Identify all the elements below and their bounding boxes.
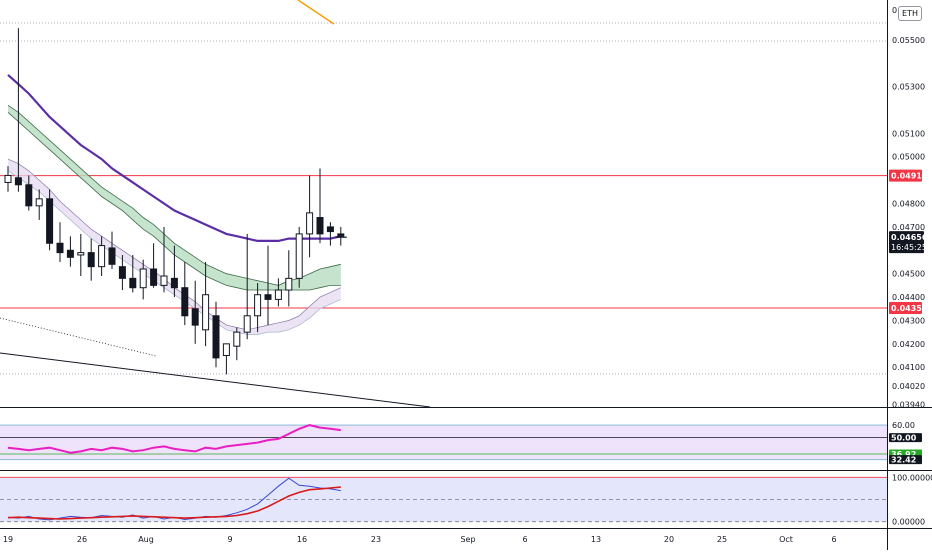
candle-body	[181, 287, 189, 317]
currency-badge[interactable]: ETH	[898, 6, 922, 21]
candle-body	[118, 266, 126, 279]
candle-body	[46, 198, 54, 244]
rsi-tick-label: 60.00	[892, 421, 915, 430]
rsi-line	[7, 424, 341, 454]
resistance-price-tag: 0.04919	[891, 172, 928, 181]
time-tick-label: 19	[3, 535, 13, 544]
candle-body	[254, 294, 262, 317]
support-price-tag: 0.04353	[891, 304, 927, 313]
candle-body	[35, 198, 43, 207]
candle-body	[222, 343, 230, 357]
candle-body	[160, 275, 168, 286]
current-price-tag-bg	[889, 231, 924, 254]
price-tick-label: 0.03940	[892, 401, 925, 410]
price-tick-label: 0.05100	[892, 129, 925, 138]
candle-body	[129, 277, 137, 289]
time-tick-label: 13	[591, 535, 601, 544]
candle-body	[25, 184, 33, 207]
candle-body	[202, 294, 210, 331]
stoch-d-line	[7, 486, 341, 520]
candle-body	[233, 331, 241, 347]
time-tick-label: Oct	[779, 535, 793, 544]
time-tick-label: Sep	[460, 535, 475, 544]
time-tick-label: Aug	[138, 535, 154, 544]
candle-body	[264, 294, 272, 300]
candle-body	[108, 247, 116, 265]
price-tick-label: 0.05000	[892, 153, 925, 162]
moving-average-line	[7, 74, 342, 242]
price-tick-label: 0.05300	[892, 83, 925, 92]
candle-body	[295, 233, 303, 279]
rsi-value-tag-bg	[889, 455, 922, 465]
rsi-value-tag: 36.92	[891, 450, 916, 459]
candle-body	[56, 242, 64, 254]
candle-body	[77, 252, 85, 256]
candle-body	[212, 315, 220, 359]
stoch-tick-label: 100.00000	[892, 473, 932, 482]
price-tick-label: 0.05500	[892, 36, 925, 45]
candle-body	[139, 268, 147, 289]
time-tick-label: 9	[227, 535, 232, 544]
resistance-price-tag-bg	[889, 169, 922, 182]
trendline	[0, 352, 431, 408]
candle-body	[306, 212, 314, 235]
time-tick-label: 16	[297, 535, 307, 544]
rsi-value-tag: 50.00	[891, 434, 917, 443]
current-price-tag: 0.04656	[891, 233, 928, 242]
candle-body	[274, 289, 282, 300]
time-tick-label: 26	[77, 535, 87, 544]
price-tick-label: 0.04800	[892, 200, 925, 209]
candle-body	[316, 217, 324, 235]
candle-body	[4, 174, 12, 183]
price-tick-label: 0.04200	[892, 340, 925, 349]
candle-body	[66, 249, 74, 258]
time-tick-label: 25	[717, 535, 727, 544]
price-tick-label: 0.04500	[892, 270, 925, 279]
price-tick-label: 0.04020	[892, 382, 925, 391]
candle-body	[337, 233, 345, 237]
time-tick-label: 6	[522, 535, 527, 544]
candle-body	[150, 268, 158, 286]
support-price-tag-bg	[889, 302, 922, 315]
price-tick-label: 0.04400	[892, 293, 925, 302]
rsi-band	[0, 425, 887, 460]
candle-body	[98, 245, 106, 268]
time-tick-label: 6	[831, 535, 836, 544]
countdown-label: 16:45:25	[891, 243, 927, 252]
candle-body	[14, 177, 22, 186]
price-tick-label: 0.04700	[892, 223, 925, 232]
candle-body	[170, 277, 178, 289]
rsi-value-tag-bg	[889, 433, 922, 443]
stoch-tick-label: 0.00000	[892, 518, 925, 527]
time-tick-label: 20	[664, 535, 674, 544]
price-tick-label: 0.04100	[892, 363, 925, 372]
lavender-band	[8, 159, 341, 335]
candle-body	[191, 308, 199, 326]
candle-body	[243, 315, 251, 333]
candle-body	[87, 252, 95, 268]
candle-body	[326, 226, 334, 233]
candle-body	[285, 277, 293, 291]
orange-line	[297, 0, 335, 25]
rsi-value-tag: 32.42	[891, 456, 916, 465]
price-tick-label: 0.04300	[892, 316, 925, 325]
time-tick-label: 23	[371, 535, 381, 544]
